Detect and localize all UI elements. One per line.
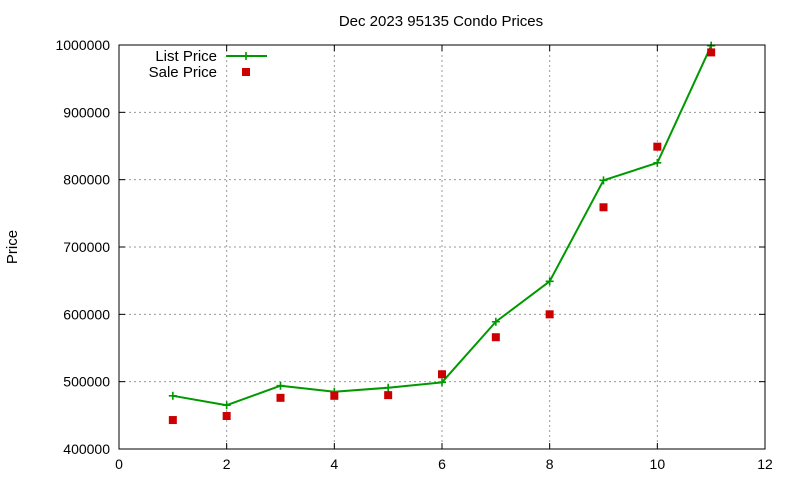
x-tick-label: 12 [757,456,773,472]
x-tick-label: 10 [650,456,666,472]
legend-label: List Price [155,48,217,65]
y-tick-label: 500000 [63,374,110,390]
list-price-point [276,381,285,390]
sale-price-point [545,310,554,319]
sale-price-point [330,391,339,400]
sale-price-point [168,416,177,425]
legend-label: Sale Price [149,64,217,81]
y-tick-label: 600000 [63,306,110,322]
list-price-point [168,391,177,400]
sale-price-point [599,203,608,212]
list-price-point [438,378,446,387]
list-price-point [653,158,662,167]
list-price-point [599,176,608,185]
sale-price-point [653,142,662,151]
sale-price-point [707,48,716,57]
series-sale-price [168,48,716,425]
legend-swatch-square [242,68,250,76]
list-price-point [545,277,554,286]
y-tick-label: 400000 [63,441,110,457]
sale-price-point [491,333,500,342]
x-tick-label: 6 [438,456,446,472]
y-tick-label: 900000 [63,104,110,120]
chart-title: Dec 2023 95135 Condo Prices [339,13,543,30]
x-tick-label: 4 [330,456,338,472]
x-tick-label: 2 [223,456,231,472]
x-tick-label: 0 [115,456,123,472]
sale-price-point [384,391,393,400]
axis-ticks: 0 2 4 6 8 10 12 400000 500000 600000 700000 800000 9… [55,37,773,472]
series-list-price [168,41,716,410]
sale-price-point [438,370,446,379]
legend-swatch-plus [242,52,250,60]
list-price-point [491,317,500,326]
y-axis-label: Price [4,230,21,264]
sale-price-point [222,412,231,421]
plot-series [168,41,716,425]
sale-price-point [276,393,285,402]
grid [119,45,765,449]
list-price-point [222,401,231,410]
list-price-point [384,383,393,392]
y-tick-label: 700000 [63,239,110,255]
x-tick-label: 8 [546,456,554,472]
y-tick-label: 800000 [63,172,110,188]
y-tick-label: 1000000 [55,37,110,53]
list-price-point [707,41,716,50]
